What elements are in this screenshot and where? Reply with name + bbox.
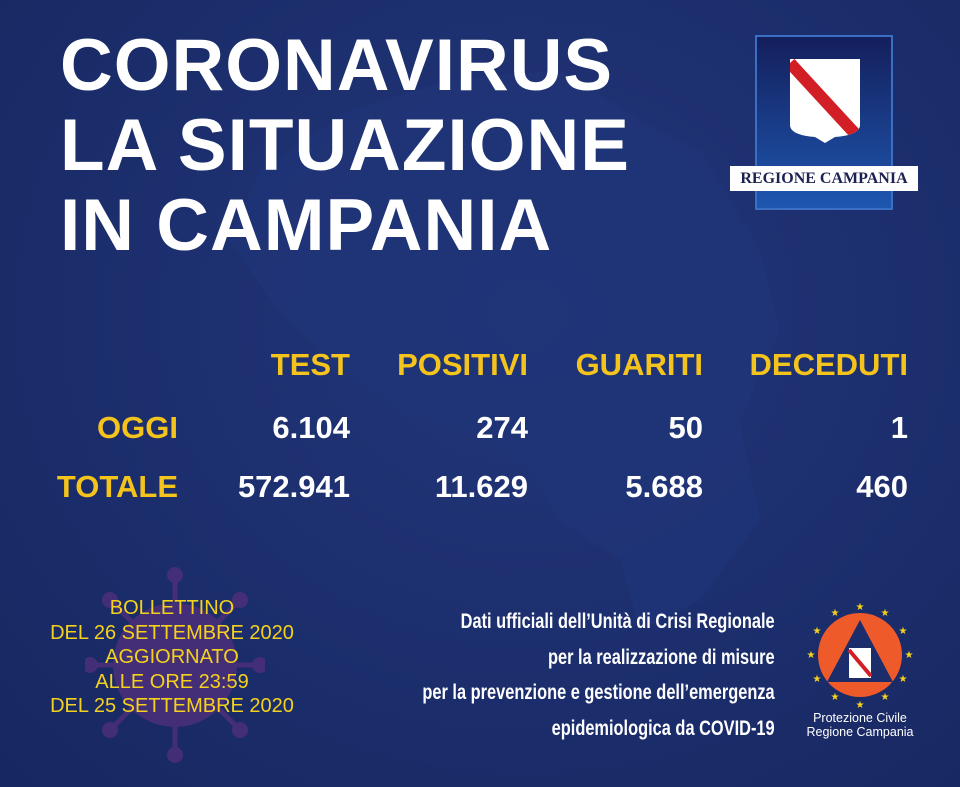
totale-deceduti: 460 [856,469,908,504]
bulletin-line: DEL 25 SETTEMBRE 2020 [50,695,294,717]
bulletin-line: DEL 26 SETTEMBRE 2020 [50,621,294,644]
note-line: per la realizzazione di misure [548,645,775,669]
oggi-guariti: 50 [668,410,703,445]
protezione-civile-label: Protezione Civile Regione Campania [795,711,925,739]
totale-test: 572.941 [237,469,350,504]
svg-text:★: ★ [905,650,914,661]
svg-text:★: ★ [831,608,840,619]
note-line: per la prevenzione e gestione dell’emerg… [422,681,775,704]
row-label-oggi: OGGI [97,410,178,445]
totale-positivi: 11.629 [434,469,528,504]
svg-text:★: ★ [813,674,822,685]
bulletin-line: ALLE ORE 23:59 [95,670,249,693]
svg-text:★: ★ [813,626,822,637]
svg-text:★: ★ [899,674,908,685]
pc-label-line-1: Protezione Civile [813,711,907,725]
header-guariti: GUARITI [575,347,703,382]
note-line: Dati ufficiali dell’Unità di Crisi Regio… [460,610,775,633]
svg-text:★: ★ [856,602,865,613]
svg-text:★: ★ [881,608,890,619]
campania-shield-icon [790,59,860,143]
note-line: epidemiologica da COVID-19 [551,716,775,740]
svg-text:★: ★ [899,626,908,637]
svg-text:★: ★ [831,692,840,703]
row-label-totale: TOTALE [56,469,178,504]
header-test: TEST [270,347,350,382]
oggi-test: 6.104 [272,410,350,445]
title-line-1: CORONAVIRUS [60,25,614,106]
bulletin-info: BOLLETTINO DEL 26 SETTEMBRE 2020 AGGIORN… [32,596,312,719]
page-title: CORONAVIRUS LA SITUAZIONE IN CAMPANIA [60,26,630,266]
svg-text:★: ★ [807,650,816,661]
header-deceduti: DECEDUTI [749,347,908,382]
oggi-positivi: 274 [476,410,528,445]
pc-label-line-2: Regione Campania [806,725,914,739]
oggi-deceduti: 1 [890,410,908,445]
official-source-note: Dati ufficiali dell’Unità di Crisi Regio… [423,604,775,746]
protezione-civile-logo-icon: ★ ★ ★ ★ ★ ★ ★ ★ ★ ★ ★ ★ [807,602,914,710]
bulletin-line: BOLLETTINO [109,597,235,619]
title-line-2: LA SITUAZIONE [60,105,630,186]
header-positivi: POSITIVI [397,347,528,382]
totale-guariti: 5.688 [625,469,703,504]
svg-text:★: ★ [881,692,890,703]
logo-label: REGIONE CAMPANIA [730,166,918,191]
title-line-3: IN CAMPANIA [60,185,553,266]
bulletin-line: AGGIORNATO [105,646,239,668]
svg-text:★: ★ [856,700,865,710]
virus-icon [85,567,265,763]
